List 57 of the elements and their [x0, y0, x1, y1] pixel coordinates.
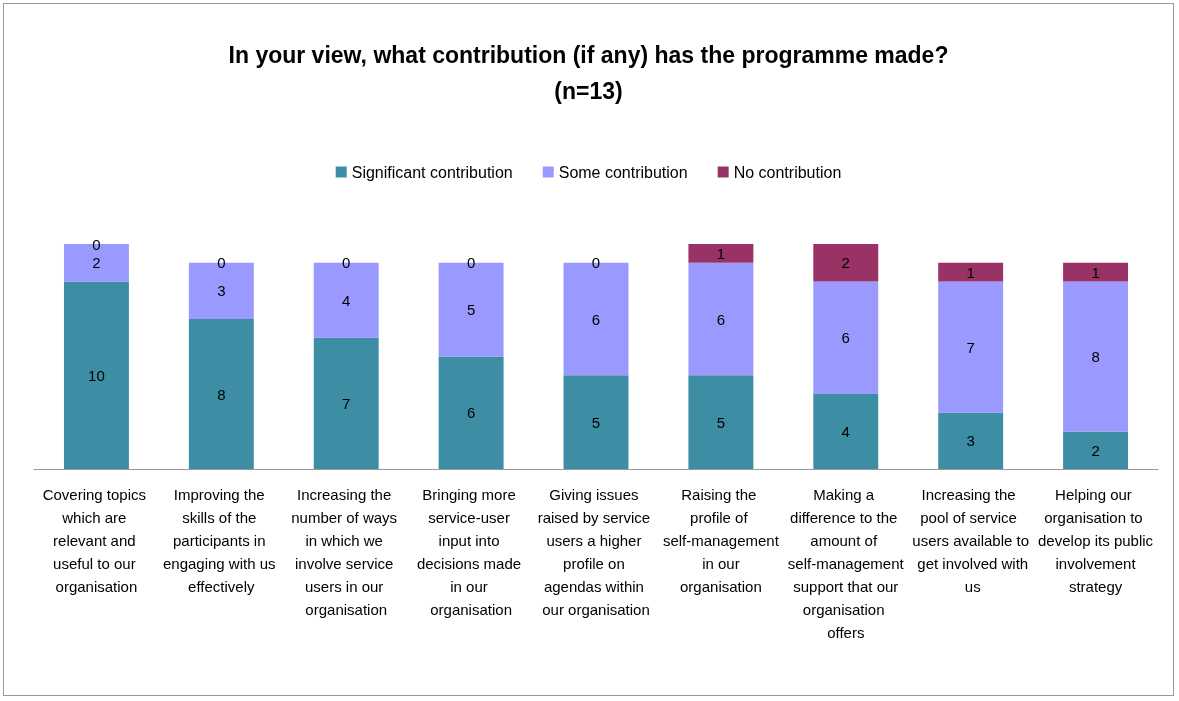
- data-label: 7: [966, 338, 975, 356]
- x-tick-label: Covering topics which are relevant and useful to our organisation: [42, 486, 151, 595]
- x-tick-label: Improving the skills of the participants in engaging with us effectively: [162, 486, 280, 595]
- data-label: 0: [342, 254, 351, 272]
- bar: [813, 394, 879, 469]
- bar: [1063, 281, 1129, 432]
- bar: [313, 337, 379, 469]
- data-label: 8: [217, 385, 226, 403]
- data-label: 6: [841, 329, 850, 347]
- data-label: 3: [217, 282, 226, 300]
- data-label: 0: [92, 235, 101, 253]
- data-label: 4: [342, 291, 351, 309]
- data-label: 2: [1091, 441, 1100, 459]
- data-label: 6: [591, 310, 601, 328]
- x-tick-label: Raising the profile of self-management in our organisation: [662, 486, 780, 595]
- x-tick-label: Bringing more service-user input into decisions made in our organisation: [416, 486, 526, 618]
- legend-label: No contribution: [733, 163, 842, 181]
- data-label: 3: [966, 432, 975, 450]
- bar: [688, 375, 754, 469]
- bar: [688, 244, 754, 263]
- bar: [1063, 262, 1129, 282]
- bar: [938, 412, 1004, 469]
- data-label: 1: [966, 263, 975, 281]
- bar: [938, 281, 1004, 413]
- legend-label: Some contribution: [558, 163, 688, 181]
- data-label: 2: [841, 254, 850, 272]
- bar: [438, 356, 504, 469]
- data-label: 1: [716, 244, 726, 262]
- bar: [1063, 431, 1129, 469]
- x-tick-label: Increasing the pool of service users available to get involved with us: [912, 486, 1030, 595]
- data-label: 4: [841, 423, 850, 440]
- data-label: 0: [591, 254, 601, 272]
- x-tick-label: Helping our organisation to develop its public involvement strategy: [1038, 486, 1154, 595]
- data-label: 10: [88, 366, 105, 384]
- data-label: 5: [716, 413, 726, 431]
- data-label: 6: [716, 310, 726, 328]
- x-tick-label: Increasing the number of ways in which we involve service users in our organisation: [291, 486, 402, 618]
- legend-label: Significant contribution: [351, 163, 513, 181]
- data-label: 6: [466, 404, 476, 422]
- bar: [688, 262, 754, 376]
- data-label: 8: [1091, 348, 1100, 365]
- x-tick-label: Giving issues raised by service users a higher profile on agendas within our organisation: [537, 486, 655, 618]
- data-label: 5: [466, 301, 476, 319]
- data-label: 0: [217, 254, 226, 272]
- chart-title: In your view, what contribution (if any) has the programme made? (n=13): [228, 42, 949, 104]
- bar: [563, 375, 629, 469]
- data-label: 5: [591, 413, 601, 431]
- bar: [813, 281, 879, 394]
- data-label: 7: [342, 394, 351, 412]
- x-tick-label: Making a difference to the amount of self-management support that our organisation offers: [787, 486, 905, 641]
- data-label: 0: [466, 254, 476, 272]
- bar: [813, 244, 879, 282]
- bar: [63, 281, 129, 469]
- bar: [188, 319, 254, 469]
- data-label: 2: [92, 254, 101, 272]
- data-label: 1: [1091, 263, 1100, 281]
- bar: [938, 262, 1004, 282]
